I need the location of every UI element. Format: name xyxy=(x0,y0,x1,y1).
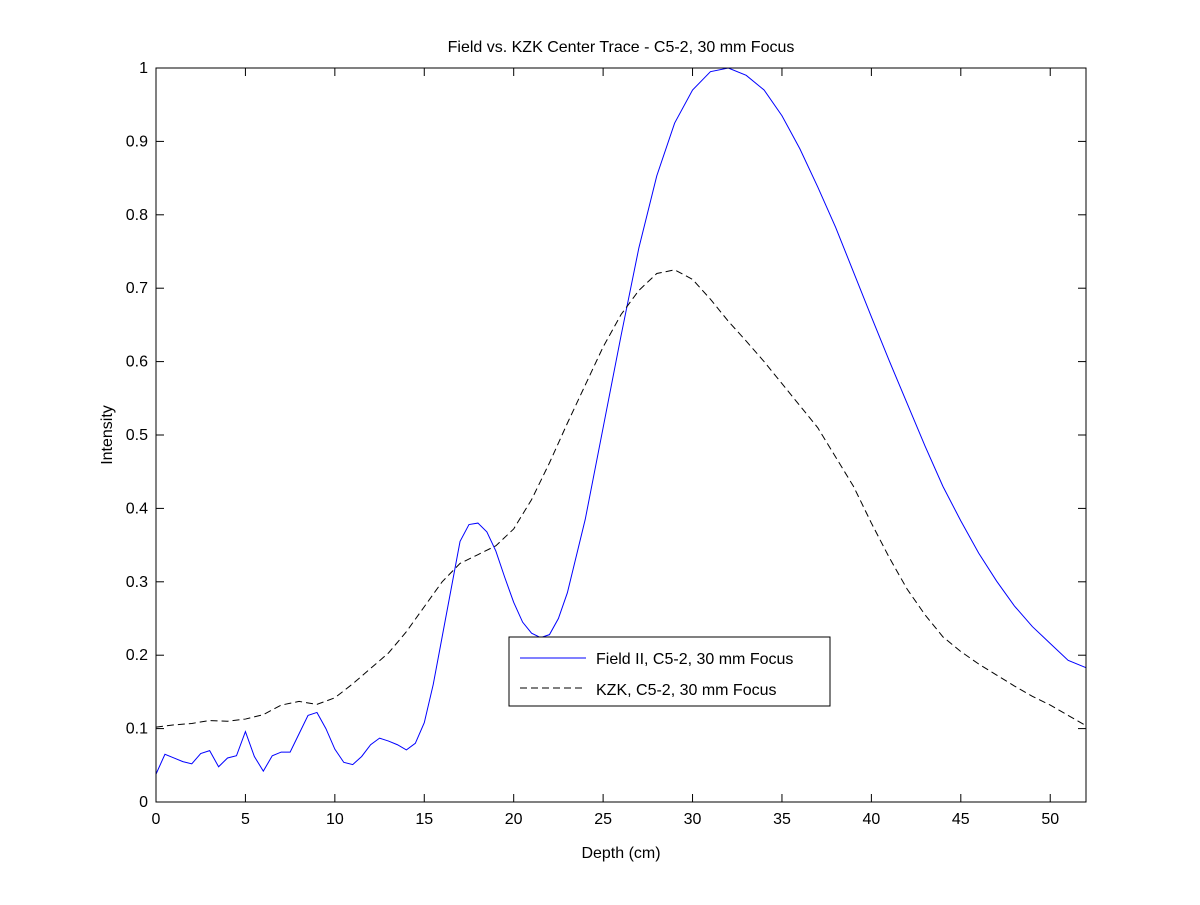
y-axis-label: Intensity xyxy=(99,405,116,465)
plot-frame xyxy=(155,67,1087,803)
chart-title: Field vs. KZK Center Trace - C5-2, 30 mm… xyxy=(448,39,795,56)
legend-label-kzk: KZK, C5-2, 30 mm Focus xyxy=(596,682,777,699)
x-tick-label: 35 xyxy=(773,811,791,828)
x-tick-label: 25 xyxy=(594,811,612,828)
x-tick-label: 20 xyxy=(505,811,523,828)
y-tick-label: 0.7 xyxy=(126,280,148,297)
x-tick-label: 50 xyxy=(1041,811,1059,828)
x-tick-label: 10 xyxy=(326,811,344,828)
y-tick-label: 0.5 xyxy=(126,427,148,444)
legend-label-field-ii: Field II, C5-2, 30 mm Focus xyxy=(596,651,793,668)
y-tick-label: 0.3 xyxy=(126,574,148,591)
x-axis-label: Depth (cm) xyxy=(581,845,660,862)
series-line-field-ii xyxy=(155,67,1087,775)
x-tick-label: 30 xyxy=(684,811,702,828)
axis-ticks: 0 5 10 15 20 25 30 35 40 45 50 0 0.1 0.2 0.3 0.4 0.5 0.6 0… xyxy=(126,60,1086,828)
series-line-kzk xyxy=(155,269,1087,728)
y-tick-label: 1 xyxy=(139,60,148,77)
y-tick-label: 0.6 xyxy=(126,354,148,371)
x-tick-label: 15 xyxy=(415,811,433,828)
y-tick-label: 0.9 xyxy=(126,133,148,150)
y-tick-label: 0.1 xyxy=(126,721,148,738)
y-tick-label: 0.4 xyxy=(126,500,148,517)
data-series xyxy=(155,67,1087,775)
x-tick-label: 45 xyxy=(952,811,970,828)
legend: Field II, C5-2, 30 mm Focus KZK, C5-2, 3… xyxy=(508,636,831,707)
y-tick-label: 0.8 xyxy=(126,207,148,224)
x-tick-label: 40 xyxy=(862,811,880,828)
x-tick-label: 0 xyxy=(152,811,161,828)
y-tick-label: 0.2 xyxy=(126,647,148,664)
y-tick-label: 0 xyxy=(139,794,148,811)
x-tick-label: 5 xyxy=(241,811,250,828)
legend-box xyxy=(508,636,831,707)
